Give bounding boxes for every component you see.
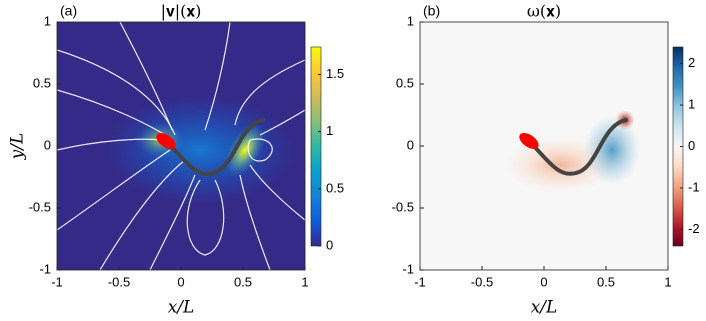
field-glow <box>584 115 640 185</box>
colorbar-tick-label: 1 <box>688 96 695 111</box>
x-tick-label: 0 <box>177 274 184 289</box>
y-tick-label: -1 <box>39 261 51 276</box>
panel-label: (b) <box>423 3 440 19</box>
streamline <box>249 164 305 221</box>
y-tick-label: 0 <box>44 137 51 152</box>
y-tick-label: 1 <box>407 13 414 28</box>
colorbar-tick-label: 1 <box>326 123 333 138</box>
x-tick-label: 0 <box>540 274 547 289</box>
streamline <box>149 174 196 270</box>
streamline <box>186 179 225 256</box>
swimmer-head <box>519 133 539 149</box>
colorbar-tick-label: 2 <box>688 55 695 70</box>
field <box>57 22 305 270</box>
colorbar-tick-label: 0 <box>326 237 333 252</box>
x-axis-label: x/L <box>168 298 195 318</box>
panel-title: |𝐯|(𝐱) <box>161 2 202 21</box>
swimmer-tail <box>526 118 628 176</box>
x-tick-label: -0.5 <box>471 274 493 289</box>
x-tick-label: 1 <box>664 274 671 289</box>
y-tick-label: 1 <box>44 13 51 28</box>
colorbar-tick-label: 1.5 <box>326 66 344 81</box>
streamline <box>239 174 271 270</box>
y-tick-label: 0.5 <box>33 75 51 90</box>
streamline <box>234 59 305 126</box>
streamline <box>57 149 171 231</box>
colorbar-tick-label: 0.5 <box>326 180 344 195</box>
x-tick-label: 0.5 <box>597 274 615 289</box>
streamline <box>57 138 161 151</box>
y-tick-label: -1 <box>402 261 414 276</box>
field-glow <box>105 95 295 205</box>
streamline <box>204 22 231 131</box>
colorbar-tick-label: -2 <box>688 221 700 236</box>
field-glow <box>224 122 266 178</box>
field <box>420 22 668 270</box>
x-tick-label: -1 <box>414 274 426 289</box>
panel-title: ω(𝐱) <box>527 2 561 21</box>
swimmer-tail <box>163 118 265 176</box>
x-axis-label: x/L <box>531 298 558 318</box>
y-tick-label: -0.5 <box>392 199 414 214</box>
y-tick-label: 0 <box>407 137 414 152</box>
streamline <box>119 22 173 131</box>
colorbar-tick-label: 0 <box>688 138 695 153</box>
panel-label: (a) <box>60 3 77 19</box>
x-tick-label: -0.5 <box>108 274 130 289</box>
streamline <box>99 159 186 270</box>
swimmer-head <box>156 133 176 149</box>
streamline <box>247 138 273 162</box>
y-tick-label: -0.5 <box>29 199 51 214</box>
x-tick-label: 1 <box>301 274 308 289</box>
colorbar <box>310 46 322 247</box>
x-tick-label: -1 <box>51 274 63 289</box>
y-tick-label: 0.5 <box>396 75 414 90</box>
colorbar-tick-label: -1 <box>688 179 700 194</box>
y-axis-label: y/L <box>8 133 28 161</box>
streamline <box>259 109 305 136</box>
x-tick-label: 0.5 <box>234 274 252 289</box>
